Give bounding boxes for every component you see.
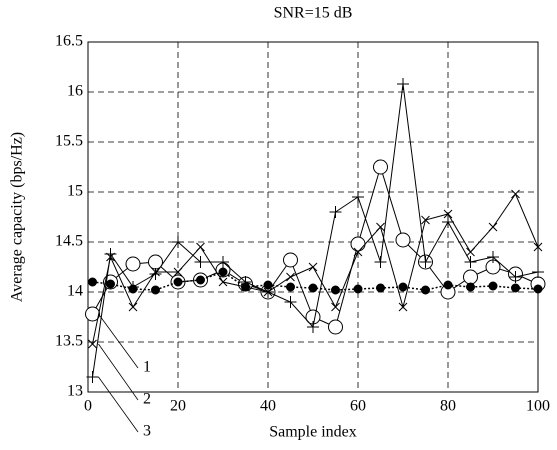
- marker: [149, 268, 162, 280]
- marker: [241, 282, 250, 292]
- x-tick-label: 0: [84, 398, 92, 415]
- marker: [466, 282, 475, 292]
- marker: [398, 282, 408, 292]
- y-axis-label: Average capacity (bps/Hz): [9, 132, 26, 302]
- marker: [442, 216, 454, 228]
- marker: [463, 269, 478, 285]
- y-tick-label: 16.5: [55, 33, 83, 50]
- marker: [173, 267, 183, 277]
- marker: [263, 280, 273, 290]
- marker: [464, 256, 477, 268]
- x-tick-label: 20: [170, 398, 186, 415]
- legend-leader: [98, 343, 139, 401]
- marker: [511, 283, 520, 293]
- marker: [376, 283, 385, 293]
- marker: [217, 256, 229, 268]
- y-tick-label: 14.5: [55, 233, 83, 250]
- marker: [353, 284, 363, 294]
- legend-leader: [98, 313, 139, 369]
- marker: [466, 247, 475, 257]
- marker: [329, 206, 342, 218]
- marker: [331, 302, 340, 312]
- marker: [488, 281, 498, 291]
- plot-frame: [87, 41, 539, 393]
- marker: [328, 319, 343, 335]
- marker: [350, 236, 366, 252]
- x-tick-label: 40: [260, 398, 276, 415]
- marker: [419, 256, 432, 268]
- marker: [307, 321, 319, 333]
- marker: [88, 277, 97, 287]
- marker: [398, 302, 408, 312]
- marker: [397, 78, 409, 90]
- marker: [151, 285, 160, 295]
- marker: [376, 222, 385, 232]
- marker: [353, 247, 363, 257]
- marker: [421, 285, 430, 295]
- marker: [104, 248, 117, 260]
- marker: [218, 267, 228, 277]
- marker: [218, 277, 228, 287]
- marker: [509, 271, 522, 283]
- marker: [532, 266, 544, 278]
- marker: [128, 302, 138, 312]
- marker: [284, 296, 297, 308]
- marker: [443, 280, 453, 290]
- marker: [443, 209, 453, 219]
- marker: [125, 256, 141, 272]
- x-tick-label: 100: [526, 398, 550, 415]
- marker: [352, 191, 364, 203]
- legend-label: 3: [143, 423, 151, 440]
- y-tick-label: 16: [67, 83, 83, 100]
- marker: [85, 306, 100, 322]
- marker: [533, 284, 543, 294]
- legend-leader: [98, 376, 139, 433]
- marker: [196, 275, 205, 285]
- x-tick-label: 60: [350, 398, 366, 415]
- y-tick-label: 14: [67, 283, 83, 300]
- marker: [88, 339, 97, 349]
- marker: [487, 251, 499, 263]
- legend-label: 1: [143, 359, 151, 376]
- marker: [194, 256, 207, 268]
- series-line: [92, 83, 539, 378]
- marker: [286, 282, 295, 292]
- marker: [395, 232, 411, 248]
- marker: [86, 371, 99, 383]
- marker: [331, 285, 340, 295]
- marker: [374, 256, 387, 268]
- chart-title: SNR=15 dB: [274, 5, 353, 22]
- x-tick-label: 80: [440, 398, 456, 415]
- marker: [373, 159, 388, 175]
- marker: [283, 252, 298, 268]
- marker: [196, 242, 205, 252]
- marker: [106, 279, 115, 289]
- marker: [173, 277, 183, 287]
- y-tick-label: 15: [67, 183, 83, 200]
- marker: [511, 189, 520, 199]
- marker: [308, 283, 318, 293]
- marker: [286, 272, 295, 282]
- marker: [421, 215, 430, 225]
- marker: [488, 222, 498, 232]
- marker: [128, 284, 138, 294]
- marker: [308, 262, 318, 272]
- legend-label: 2: [143, 391, 151, 408]
- marker: [533, 242, 543, 252]
- x-axis-label: Sample index: [269, 424, 357, 441]
- y-tick-label: 13: [67, 383, 83, 400]
- y-tick-label: 13.5: [55, 333, 83, 350]
- y-tick-label: 15.5: [55, 133, 83, 150]
- marker: [172, 236, 184, 248]
- series-line: [92, 165, 539, 328]
